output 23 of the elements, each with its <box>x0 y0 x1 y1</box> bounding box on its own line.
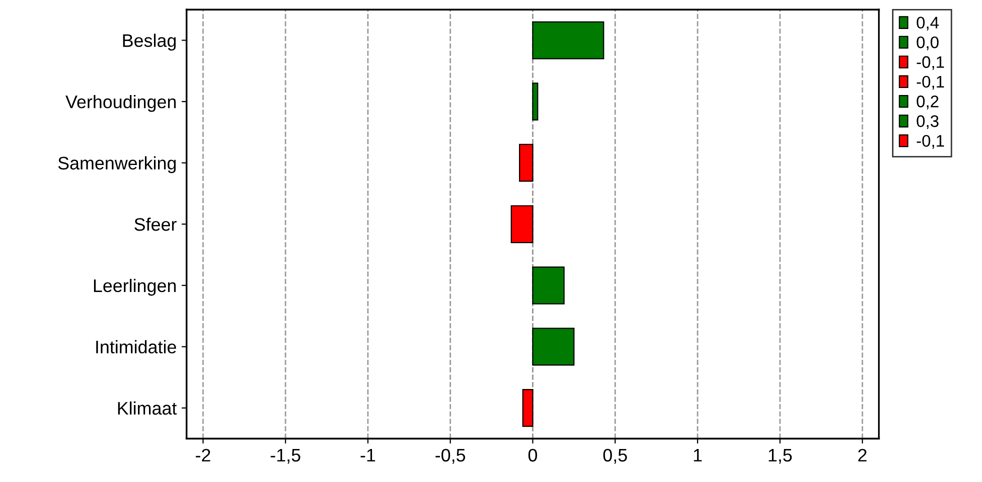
x-tick-label: 0,5 <box>603 448 627 464</box>
legend-label: -0,1 <box>916 134 944 149</box>
x-tick-label: -1,5 <box>270 449 300 464</box>
x-tick-label: -0,5 <box>436 448 466 464</box>
x-tick-label: -1 <box>360 449 376 462</box>
y-tick-label: Klimaat <box>118 401 177 415</box>
x-tick-label: 1 <box>694 449 702 462</box>
legend-label: 0,4 <box>916 16 939 31</box>
x-tick-label: 0 <box>528 448 538 462</box>
y-tick-label: Beslag <box>123 34 176 51</box>
y-tick-label: Sfeer <box>134 218 177 231</box>
legend-label: 0,0 <box>916 36 939 50</box>
legend-label: 0,3 <box>916 115 939 130</box>
x-tick-label: 1,5 <box>768 449 792 464</box>
y-tick-label: Intimidatie <box>96 340 176 354</box>
y-tick-label: Samenwerking <box>58 156 176 174</box>
y-tick-label: Leerlingen <box>94 278 176 296</box>
legend-label: 0,2 <box>916 96 938 110</box>
x-tick-label: 2 <box>858 448 867 462</box>
y-tick-label: Verhoudingen <box>65 95 176 112</box>
legend-label: -0,1 <box>916 56 944 70</box>
legend-label: -0,1 <box>916 76 944 90</box>
x-tick-label: -2 <box>196 448 210 462</box>
